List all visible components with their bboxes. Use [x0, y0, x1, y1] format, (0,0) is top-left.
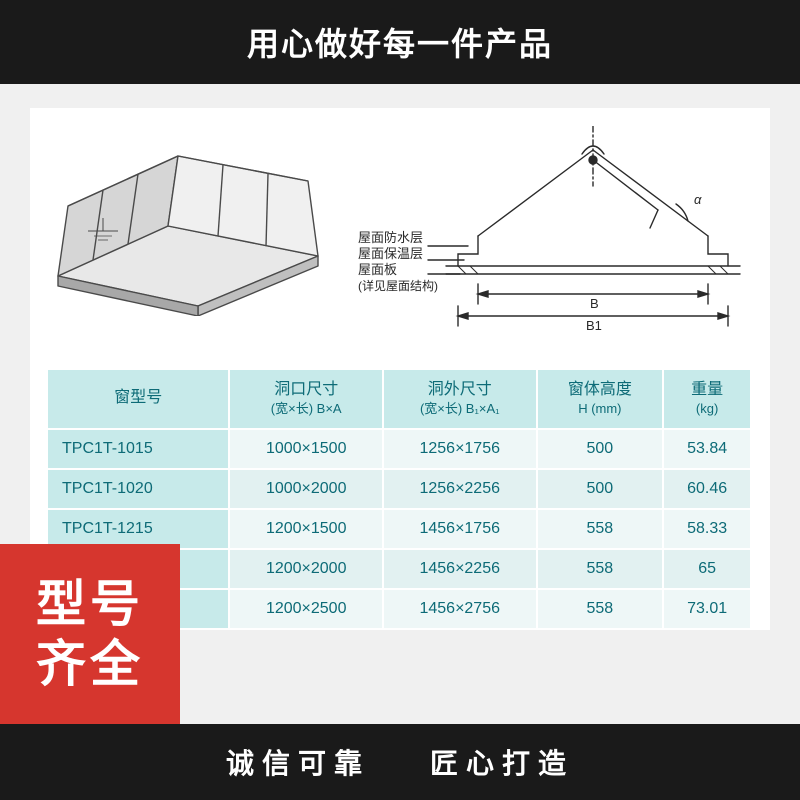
cell-weight: 53.84 — [663, 429, 751, 469]
angle-alpha-label: α — [694, 192, 702, 207]
table-row: TPC1T-12151200×15001456×175655858.33 — [48, 509, 751, 549]
cell-outer: 1456×2256 — [383, 549, 537, 589]
cell-weight: 73.01 — [663, 589, 751, 629]
section-skylight-diagram: 屋面防水层 屋面保温层 屋面板 (详见屋面结构) B B1 α — [358, 126, 758, 346]
col-model-label: 窗型号 — [114, 389, 162, 406]
col-height-label: 窗体高度 — [568, 381, 632, 398]
badge-line1: 型号 — [36, 574, 144, 634]
cell-model: TPC1T-1015 — [48, 429, 229, 469]
cell-height: 500 — [537, 469, 664, 509]
diagram-row: 屋面防水层 屋面保温层 屋面板 (详见屋面结构) B B1 α — [48, 126, 752, 346]
bottom-banner-left: 诚信可靠 — [226, 742, 370, 782]
cell-height: 558 — [537, 549, 664, 589]
top-banner-text: 用心做好每一件产品 — [247, 19, 553, 65]
callout-waterproof-layer: 屋面防水层 — [358, 230, 423, 245]
dimension-b1-label: B1 — [586, 318, 602, 333]
col-outer-sub: (宽×长) B₁×A₁ — [390, 401, 530, 418]
col-opening-header: 洞口尺寸 (宽×长) B×A — [229, 370, 383, 429]
badge-line2: 齐全 — [36, 634, 144, 694]
col-weight-header: 重量 (kg) — [663, 370, 751, 429]
callout-insulation-layer: 屋面保温层 — [358, 246, 423, 261]
col-opening-label: 洞口尺寸 — [274, 381, 338, 398]
col-weight-sub: (kg) — [670, 401, 744, 418]
table-row: TPC1T-10201000×20001256×225650060.46 — [48, 469, 751, 509]
model-badge: 型号 齐全 — [0, 544, 180, 724]
cell-height: 558 — [537, 509, 664, 549]
cell-outer: 1256×2256 — [383, 469, 537, 509]
callout-see-roof-detail: (详见屋面结构) — [358, 278, 438, 293]
cell-opening: 1000×1500 — [229, 429, 383, 469]
col-height-sub: H (mm) — [544, 401, 657, 418]
col-outer-label: 洞外尺寸 — [428, 381, 492, 398]
cell-opening: 1200×1500 — [229, 509, 383, 549]
cell-weight: 60.46 — [663, 469, 751, 509]
top-banner: 用心做好每一件产品 — [0, 0, 800, 84]
isometric-skylight-diagram — [48, 126, 338, 316]
cell-height: 500 — [537, 429, 664, 469]
cell-weight: 58.33 — [663, 509, 751, 549]
col-opening-sub: (宽×长) B×A — [236, 401, 376, 418]
col-weight-label: 重量 — [691, 381, 723, 398]
cell-height: 558 — [537, 589, 664, 629]
cell-outer: 1456×2756 — [383, 589, 537, 629]
cell-opening: 1000×2000 — [229, 469, 383, 509]
callout-roof-panel: 屋面板 — [358, 262, 397, 277]
col-model-header: 窗型号 — [48, 370, 229, 429]
cell-opening: 1200×2000 — [229, 549, 383, 589]
cell-model: TPC1T-1020 — [48, 469, 229, 509]
table-header-row: 窗型号 洞口尺寸 (宽×长) B×A 洞外尺寸 (宽×长) B₁×A₁ 窗体高度… — [48, 370, 751, 429]
cell-weight: 65 — [663, 549, 751, 589]
dimension-b-label: B — [590, 296, 599, 311]
cell-opening: 1200×2500 — [229, 589, 383, 629]
col-height-header: 窗体高度 H (mm) — [537, 370, 664, 429]
cell-outer: 1456×1756 — [383, 509, 537, 549]
col-outer-header: 洞外尺寸 (宽×长) B₁×A₁ — [383, 370, 537, 429]
cell-outer: 1256×1756 — [383, 429, 537, 469]
bottom-banner-right: 匠心打造 — [430, 742, 574, 782]
cell-model: TPC1T-1215 — [48, 509, 229, 549]
table-row: TPC1T-10151000×15001256×175650053.84 — [48, 429, 751, 469]
bottom-banner: 诚信可靠 匠心打造 — [0, 724, 800, 800]
